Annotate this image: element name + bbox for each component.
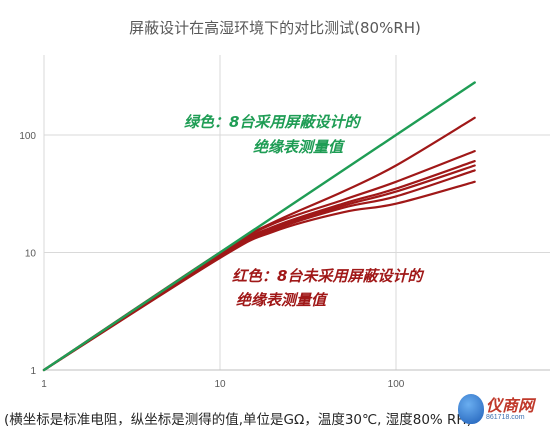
x-tick-label: 100 [388,379,405,390]
green-annotation-line1: 绿色：8台采用屏蔽设计的 [184,113,361,131]
red-annotation-line2: 绝缘表测量值 [236,291,329,309]
logo-subtext: 861718.com [486,414,525,421]
logo-mark-icon [458,394,484,424]
x-tick-label: 1 [41,379,47,390]
grid [44,55,550,370]
caption: (横坐标是标准电阻，纵坐标是测得的值,单位是GΩ，温度30℃, 湿度80% RH… [4,412,472,428]
y-tick-label: 1 [30,366,36,377]
series-line-red [42,180,476,372]
series-line-green [42,81,476,372]
y-tick-label: 100 [19,131,36,142]
tick-labels: 1 10 100 1 10 100 [19,131,404,390]
green-annotation-line2: 绝缘表测量值 [253,138,346,156]
series-layer [42,81,476,372]
chart-title: 屏蔽设计在高湿环境下的对比测试(80%RH) [129,19,421,37]
red-annotation-line1: 红色：8台未采用屏蔽设计的 [232,267,424,285]
logo-text: 仪商网 [486,396,535,415]
site-logo: 仪商网 861718.com [458,392,548,432]
axes [43,55,550,371]
x-tick-label: 10 [214,379,226,390]
y-tick-label: 10 [25,249,37,260]
